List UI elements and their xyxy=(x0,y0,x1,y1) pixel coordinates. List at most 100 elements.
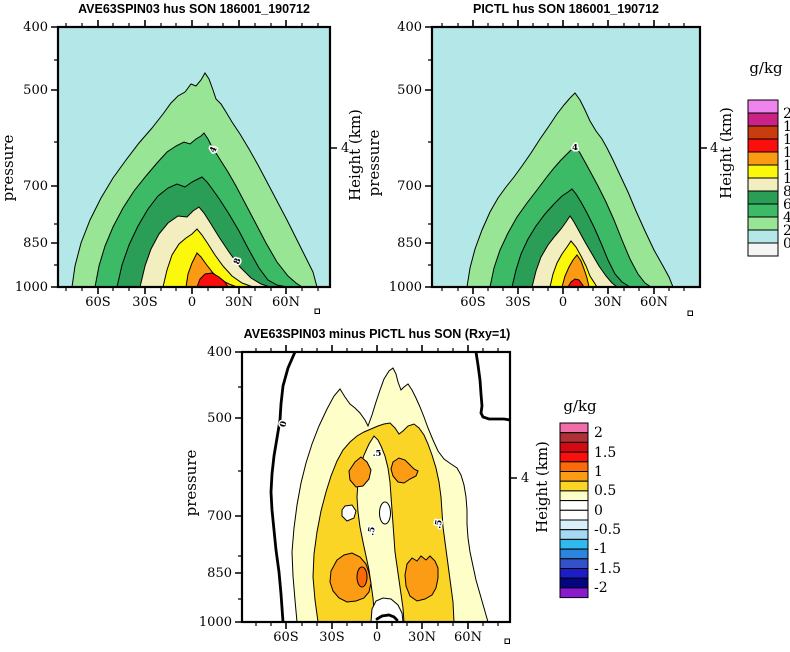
colorbar-swatch xyxy=(559,490,589,502)
contour-label: 0 xyxy=(278,420,289,428)
x-tick-label: 0 xyxy=(373,630,381,645)
colorbar-swatch xyxy=(559,422,589,434)
y-tick-label: 850 xyxy=(23,236,48,251)
colorbar-swatch xyxy=(747,203,779,218)
y-tick-label: 850 xyxy=(397,236,422,251)
colorbar-swatch xyxy=(559,538,589,550)
x-tick-label: 60S xyxy=(460,295,485,310)
panel-title: AVE63SPIN03 hus SON 186001_190712 xyxy=(78,2,310,16)
colorbar-tick: -0.5 xyxy=(594,522,621,538)
colorbar-tick: 8 xyxy=(783,184,790,200)
colorbar-swatch xyxy=(559,558,589,569)
panel-top-right: PICTL hus SON 186001_190712 4 400 500 70… xyxy=(365,2,735,316)
x-tick-label: 30N xyxy=(408,630,436,645)
colorbar-tick: 2 xyxy=(783,223,790,239)
contour-plot-area: 4 xyxy=(432,27,700,287)
colorbar-tick: 6 xyxy=(783,197,790,213)
colorbar-tick: -2 xyxy=(594,580,608,596)
x-tick-label: 60S xyxy=(273,630,298,645)
colorbar-swatch xyxy=(559,432,589,443)
y-tick-label: 400 xyxy=(23,20,48,35)
right-tick-label: 4 xyxy=(710,141,718,156)
colorbar-swatch xyxy=(559,471,589,482)
colorbar-tick: -1 xyxy=(594,541,608,557)
y-tick-label: 1000 xyxy=(199,615,232,630)
zero-contour-right xyxy=(474,352,510,422)
colorbar-tick: 18 xyxy=(783,119,790,135)
right-tick-label: 4 xyxy=(521,471,529,486)
colorbar-swatch xyxy=(559,461,589,472)
right-axis-title: Height (km) xyxy=(717,107,735,199)
corner-marker xyxy=(314,308,320,314)
x-tick-label: 60S xyxy=(85,295,110,310)
right-tick-label: 4 xyxy=(341,141,349,156)
x-tick-label: 60N xyxy=(454,630,482,645)
colorbar-swatch xyxy=(747,190,779,205)
y-tick-label: 500 xyxy=(207,411,232,426)
contour-plot-area: 0 .5 .5 .5 xyxy=(242,352,510,622)
right-axis-title: Height (km) xyxy=(533,441,551,533)
x-tick-label: 30S xyxy=(132,295,157,310)
colorbar-tick: 16 xyxy=(783,132,790,148)
colorbar-swatch xyxy=(559,519,589,531)
y-axis-title: pressure xyxy=(182,450,200,517)
x-tick-label: 60N xyxy=(272,295,300,310)
colorbar-swatch xyxy=(747,112,779,127)
colorbar-tick: 4 xyxy=(783,210,790,226)
x-tick-label: 0 xyxy=(188,295,196,310)
zero-contour-bottom xyxy=(375,613,399,622)
colorbar-swatch xyxy=(747,177,779,192)
x-tick-label: 30S xyxy=(319,630,344,645)
colorbar-swatch xyxy=(747,216,779,231)
colorbar-swatch xyxy=(747,138,779,153)
colorbar-tick: 1.5 xyxy=(594,445,616,461)
colorbar-swatch xyxy=(559,577,589,589)
plot-frame xyxy=(56,25,332,289)
colorbar-swatch xyxy=(559,548,589,560)
x-tick-label: 30N xyxy=(594,295,622,310)
contour-label: .5 xyxy=(373,449,382,459)
colorbar-units: g/kg xyxy=(749,59,783,77)
contour-label: .5 xyxy=(433,519,444,530)
contour-plot-area: 4 8 xyxy=(58,27,330,287)
colorbar-swatch xyxy=(747,242,779,257)
colorbar-tick: 0 xyxy=(594,503,603,519)
y-tick-label: 700 xyxy=(397,179,422,194)
corner-marker xyxy=(504,638,510,644)
colorbar-swatch xyxy=(747,125,779,140)
colorbar-swatch xyxy=(747,229,779,244)
colorbar-swatch xyxy=(747,164,779,179)
colorbar-top: g/kg 20 18 16 14 12 10 8 6 4 2 0 xyxy=(747,59,790,257)
colorbar-swatch xyxy=(559,500,589,511)
y-tick-label: 400 xyxy=(207,345,232,360)
x-tick-label: 0 xyxy=(559,295,567,310)
x-tick-label: 30S xyxy=(505,295,530,310)
colorbar-swatch xyxy=(747,151,779,166)
panel-top-left: AVE63SPIN03 hus SON 186001_190712 4 8 40… xyxy=(0,2,364,314)
y-tick-label: 1000 xyxy=(15,280,48,295)
colorbar-swatch xyxy=(559,509,589,521)
colorbar-bottom: g/kg 2 1.5 1 0.5 0 -0.5 -1 -1.5 xyxy=(559,397,621,599)
colorbar-swatch xyxy=(747,99,779,114)
x-tick-label: 30N xyxy=(225,295,253,310)
right-axis-title: Height (km) xyxy=(346,109,364,201)
panel-title: PICTL hus SON 186001_190712 xyxy=(473,2,659,16)
corner-marker xyxy=(687,310,693,316)
colorbar-tick: 12 xyxy=(783,158,790,174)
y-tick-label: 1000 xyxy=(389,280,422,295)
colorbar-swatch xyxy=(559,480,589,492)
plot-frame xyxy=(430,25,702,289)
y-tick-label: 500 xyxy=(397,83,422,98)
y-axis-title: pressure xyxy=(0,135,17,202)
x-tick-label: 60N xyxy=(640,295,668,310)
colorbar-tick: 2 xyxy=(594,425,603,441)
colorbar-tick: 10 xyxy=(783,171,790,187)
panel-title: AVE63SPIN03 minus PICTL hus SON (Rxy=1) xyxy=(244,327,511,341)
plot-frame xyxy=(240,350,512,624)
y-tick-label: 500 xyxy=(23,83,48,98)
contour-label: 4 xyxy=(572,143,578,153)
y-axis-title: pressure xyxy=(365,130,383,197)
colorbar-tick: 0.5 xyxy=(594,483,616,499)
colorbar-swatch xyxy=(559,587,589,599)
